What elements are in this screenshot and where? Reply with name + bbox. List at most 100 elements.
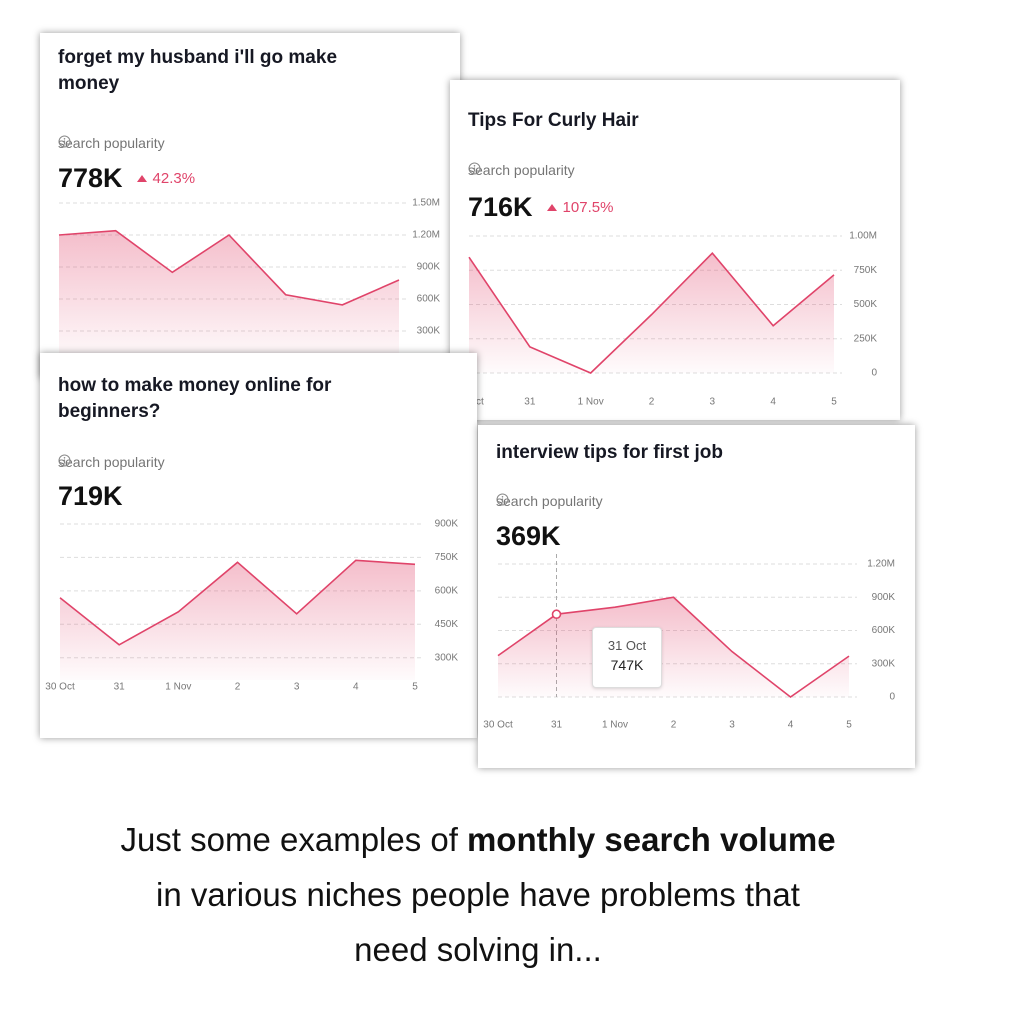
x-tick-label: 2 <box>649 397 655 408</box>
line <box>58 229 400 306</box>
info-circle <box>58 135 71 148</box>
chart: 300K 450K 600K 750K 900K 30 Oct 31 1 Nov 2 3 4 5 <box>45 519 459 693</box>
y-tick-label: 500K <box>854 299 878 310</box>
y-tick-label: 0 <box>871 368 877 379</box>
change: 42.3% <box>136 170 196 187</box>
caption-bold: monthly search volume <box>466 821 836 858</box>
area <box>59 230 399 363</box>
subtitle-row: search popularity <box>468 162 575 178</box>
card: 300K 450K 600K 750K 900K 30 Oct 31 1 Nov 2 3 4 5 how… <box>40 353 477 738</box>
info-icon <box>496 493 509 506</box>
x-tick-label: 4 <box>770 397 776 408</box>
hover-marker <box>551 609 562 620</box>
info-dot <box>63 457 66 459</box>
x-tick-label: 2 <box>235 682 241 693</box>
metric-row: 719K <box>58 481 123 512</box>
x-tick-label: 31 <box>551 720 563 731</box>
y-tick-label: 900K <box>872 592 896 603</box>
metric-value: 716K <box>468 192 533 222</box>
x-tick-label: 30 Oct <box>45 682 75 693</box>
caption: Just some examples of monthly search volu… <box>0 812 956 977</box>
info-dot <box>473 165 476 167</box>
metric-value: 369K <box>496 521 561 551</box>
metric-value: 778K <box>58 163 123 193</box>
caption-line: Just some examples of monthly search volu… <box>0 812 956 867</box>
x-tick-label: 31 <box>524 397 536 408</box>
y-tick-label: 750K <box>854 265 878 276</box>
y-tick-label: 0 <box>889 692 895 703</box>
y-tick-label: 450K <box>435 619 459 630</box>
change-value: 107.5% <box>562 199 614 216</box>
x-tick-label: 4 <box>353 682 359 693</box>
caption-text: need solving in... <box>354 931 602 968</box>
y-tick-label: 1.20M <box>412 230 440 241</box>
caption-line: in various niches people have problems t… <box>0 867 956 922</box>
y-tick-label: 900K <box>435 519 459 530</box>
metric-value: 719K <box>58 481 123 511</box>
card-title: forget my husband i'll go make money <box>58 47 338 94</box>
card-title: how to make money online for beginners? <box>58 375 332 422</box>
x-tick-label: 5 <box>412 682 418 693</box>
y-tick-label: 750K <box>435 552 459 563</box>
x-tick-label: 5 <box>846 720 852 731</box>
y-tick-label: 300K <box>417 326 441 337</box>
metric-row: 369K <box>496 521 561 552</box>
caption-text: in various niches people have problems t… <box>156 876 800 913</box>
caption-text: Just some examples of <box>120 821 458 858</box>
subtitle-row: search popularity <box>58 135 165 151</box>
x-tick-label: 31 <box>114 682 126 693</box>
x-tick-label: 3 <box>294 682 300 693</box>
subtitle: search popularity <box>58 454 165 470</box>
x-tick-label: 1 Nov <box>165 682 191 693</box>
card-title: Tips For Curly Hair <box>468 110 639 131</box>
up-triangle <box>136 175 147 182</box>
subtitle-row: search popularity <box>58 454 165 470</box>
metric-row: 778K 42.3% <box>58 163 195 194</box>
x-tick-label: 3 <box>729 720 735 731</box>
caption-line: need solving in... <box>0 922 956 977</box>
tooltip: 31 Oct 747K <box>592 627 662 688</box>
change: 107.5% <box>546 199 614 216</box>
info-dot <box>501 496 504 498</box>
subtitle: search popularity <box>58 135 165 151</box>
x-tick-label: 1 Nov <box>602 720 628 731</box>
chart: 0 300K 600K 900K 1.20M 30 Oct 31 1 Nov 2 3 4 5 <box>483 554 896 731</box>
y-tick-label: 1.50M <box>412 198 440 209</box>
card-title: interview tips for first job <box>496 442 723 463</box>
metric-row: 716K 107.5% <box>468 192 613 223</box>
y-tick-label: 1.20M <box>867 559 895 570</box>
line <box>468 251 835 374</box>
info-dot <box>63 138 66 140</box>
info-icon <box>58 454 71 467</box>
subtitle: search popularity <box>468 162 575 178</box>
info-circle <box>468 162 481 175</box>
x-tick-label: 30 Oct <box>483 720 513 731</box>
info-icon <box>58 135 71 148</box>
up-triangle <box>546 204 557 211</box>
y-tick-label: 1.00M <box>849 231 877 242</box>
tooltip-value: 747K <box>610 657 644 673</box>
y-tick-label: 900K <box>417 262 441 273</box>
info-circle <box>58 454 71 467</box>
area <box>469 253 834 373</box>
x-tick-label: 2 <box>671 720 677 731</box>
subtitle-row: search popularity <box>496 493 603 509</box>
x-tick-label: 5 <box>831 397 837 408</box>
x-tick-label: 4 <box>788 720 794 731</box>
y-tick-label: 600K <box>872 625 896 636</box>
area <box>498 597 849 697</box>
info-circle <box>496 493 509 506</box>
subtitle: search popularity <box>496 493 603 509</box>
info-icon <box>468 162 481 175</box>
y-tick-label: 300K <box>872 658 896 669</box>
change-value: 42.3% <box>152 170 196 187</box>
card: 0 300K 600K 900K 1.20M 30 Oct 31 1 Nov 2 3 4 5 inter… <box>478 425 915 768</box>
line <box>59 559 416 646</box>
area <box>60 560 415 680</box>
y-tick-label: 250K <box>854 333 878 344</box>
y-tick-label: 300K <box>435 652 459 663</box>
y-tick-label: 600K <box>435 585 459 596</box>
